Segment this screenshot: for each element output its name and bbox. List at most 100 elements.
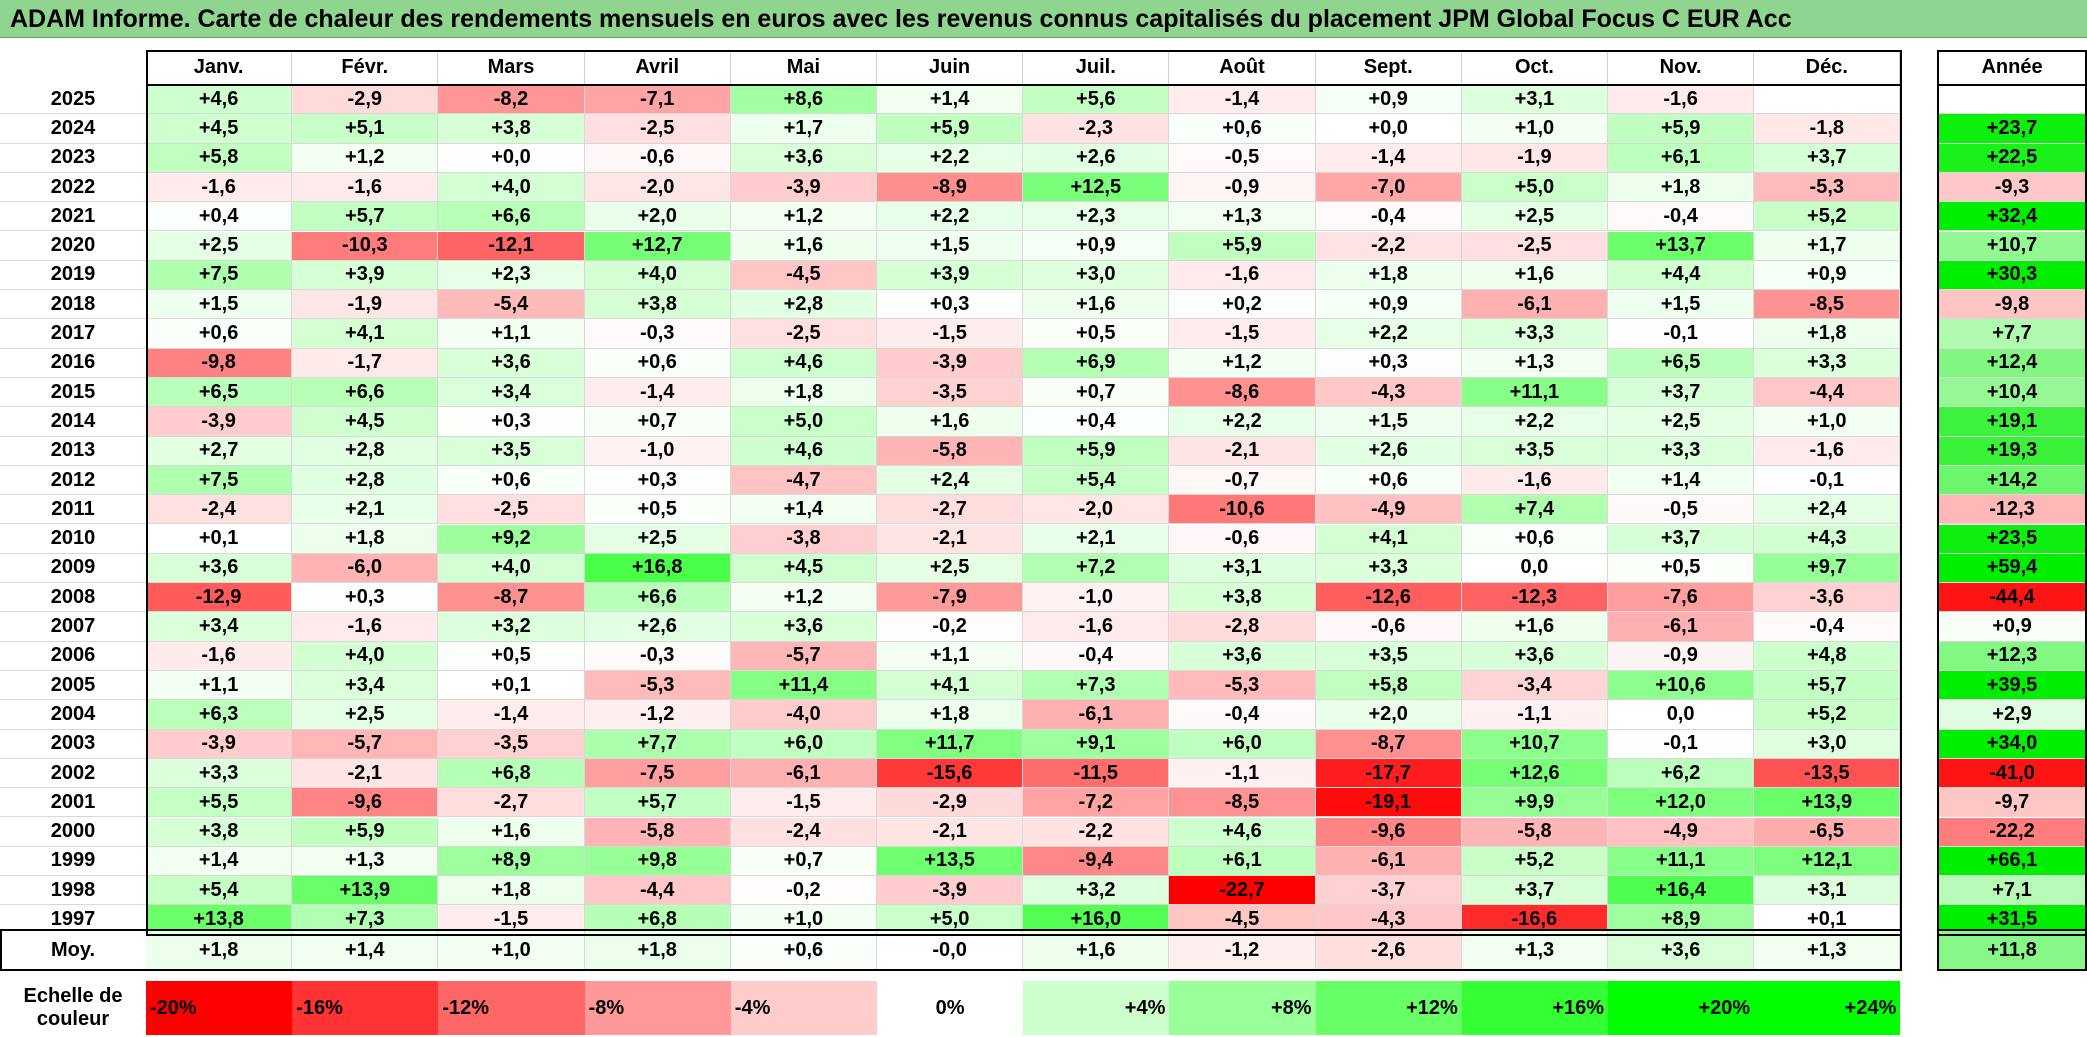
heatmap-cell: +4,6 xyxy=(730,348,877,378)
heatmap-cell: +3,6 xyxy=(730,612,877,642)
heatmap-cell: -5,3 xyxy=(584,671,731,701)
heatmap-cell: +0,5 xyxy=(1608,553,1755,584)
heatmap-cell: -5,8 xyxy=(1461,817,1608,847)
scale-swatch: +8% xyxy=(1169,981,1316,1035)
heatmap-cell: -0,6 xyxy=(1315,612,1462,642)
heatmap-cell: +4,1 xyxy=(877,671,1024,701)
heatmap-cell: -0,4 xyxy=(1608,202,1755,232)
heatmap-cell: +6,5 xyxy=(146,378,293,408)
heatmap-cell: +1,3 xyxy=(1169,202,1316,232)
year-label: 2004 xyxy=(0,700,146,730)
heatmap-cell: +0,6 xyxy=(1461,524,1608,554)
year-label: 2017 xyxy=(0,319,146,349)
heatmap-cell: +3,7 xyxy=(1461,876,1608,906)
heatmap-cell: +7,3 xyxy=(1023,671,1170,701)
heatmap-cell: +1,8 xyxy=(730,378,877,408)
heatmap-cell: +1,4 xyxy=(146,846,293,877)
heatmap-cell: +4,6 xyxy=(146,85,293,115)
heatmap-cell: +9,7 xyxy=(1754,553,1901,584)
heatmap-cell: +8,9 xyxy=(438,846,585,877)
heatmap-cell: -2,1 xyxy=(1169,436,1316,466)
heatmap-cell: -1,1 xyxy=(1461,700,1608,730)
average-cell: +0,6 xyxy=(730,931,877,969)
year-label: 2006 xyxy=(0,641,146,671)
heatmap-cell: +11,1 xyxy=(1608,846,1755,877)
chart-title: ADAM Informe. Carte de chaleur des rende… xyxy=(10,5,1792,33)
heatmap-cell: -0,9 xyxy=(1169,172,1316,203)
heatmap-cell: -3,9 xyxy=(877,348,1024,378)
heatmap-cell: +9,9 xyxy=(1461,788,1608,818)
average-label: Moy. xyxy=(0,931,146,969)
heatmap-cell: -5,3 xyxy=(1754,172,1901,203)
month-header: Sept. xyxy=(1315,50,1462,85)
annual-cell: +66,1 xyxy=(1937,846,2087,877)
month-header: Juin xyxy=(877,50,1024,85)
heatmap-cell: +5,2 xyxy=(1754,700,1901,730)
heatmap-cell: +12,7 xyxy=(584,231,731,261)
heatmap-cell: -0,7 xyxy=(1169,465,1316,496)
heatmap-cell: -13,5 xyxy=(1754,758,1901,789)
heatmap-cell: +1,3 xyxy=(292,846,439,877)
month-header: Janv. xyxy=(146,50,293,85)
annual-cell: +23,5 xyxy=(1937,524,2087,554)
heatmap-cell: 0,0 xyxy=(1608,700,1755,730)
heatmap-cell: +0,9 xyxy=(1315,85,1462,115)
scale-swatch: +4% xyxy=(1023,981,1170,1035)
year-label: 2016 xyxy=(0,348,146,378)
annual-cell: +30,3 xyxy=(1937,260,2087,291)
year-label: 2019 xyxy=(0,260,146,291)
heatmap-cell: +1,5 xyxy=(877,231,1024,261)
heatmap-cell: -8,6 xyxy=(1169,378,1316,408)
heatmap-cell: +0,3 xyxy=(438,407,585,437)
heatmap-cell: +0,7 xyxy=(730,846,877,877)
heatmap-cell: +5,8 xyxy=(146,143,293,173)
heatmap-cell: -0,4 xyxy=(1023,641,1170,671)
heatmap-cell: +3,4 xyxy=(292,671,439,701)
heatmap-cell: -17,7 xyxy=(1315,758,1462,789)
heatmap-cell: -8,5 xyxy=(1169,788,1316,818)
heatmap-cell: +1,7 xyxy=(730,114,877,144)
year-label: 2001 xyxy=(0,788,146,818)
heatmap-cell: +1,8 xyxy=(877,700,1024,730)
heatmap-cell: -8,7 xyxy=(1315,729,1462,759)
scale-swatch: -16% xyxy=(292,981,439,1035)
heatmap-cell: +0,1 xyxy=(146,524,293,554)
heatmap-cell: -2,5 xyxy=(1461,231,1608,261)
heatmap-cell: 0,0 xyxy=(1461,553,1608,584)
heatmap-cell: -1,0 xyxy=(584,436,731,466)
heatmap-cell: +1,6 xyxy=(438,817,585,847)
annual-cell: -9,7 xyxy=(1937,788,2087,818)
heatmap-cell: +1,8 xyxy=(1315,260,1462,291)
heatmap-cell: -12,3 xyxy=(1461,583,1608,613)
heatmap-cell: +5,9 xyxy=(1023,436,1170,466)
heatmap-cell: +3,7 xyxy=(1608,378,1755,408)
heatmap-cell: -8,9 xyxy=(877,172,1024,203)
heatmap-cell: -0,4 xyxy=(1315,202,1462,232)
heatmap-cell: -1,7 xyxy=(292,348,439,378)
heatmap-cell: +0,0 xyxy=(438,143,585,173)
heatmap-cell: +3,3 xyxy=(1754,348,1901,378)
year-label: 2000 xyxy=(0,817,146,847)
heatmap-cell: -22,7 xyxy=(1169,876,1316,906)
year-label: 2023 xyxy=(0,143,146,173)
heatmap-cell: +5,0 xyxy=(730,407,877,437)
year-label: 2007 xyxy=(0,612,146,642)
heatmap-cell: -1,6 xyxy=(292,172,439,203)
heatmap-cell: +3,6 xyxy=(1169,641,1316,671)
heatmap-cell: +2,0 xyxy=(584,202,731,232)
heatmap-cell: +6,8 xyxy=(438,758,585,789)
annual-cell: +12,3 xyxy=(1937,641,2087,671)
heatmap-cell: +6,1 xyxy=(1169,846,1316,877)
heatmap-cell: -9,4 xyxy=(1023,846,1170,877)
heatmap-cell: +7,5 xyxy=(146,260,293,291)
heatmap-cell: +2,5 xyxy=(877,553,1024,584)
heatmap-cell: +3,3 xyxy=(1461,319,1608,349)
heatmap-cell: +1,1 xyxy=(438,319,585,349)
heatmap-cell: +0,3 xyxy=(584,465,731,496)
heatmap-cell: +6,6 xyxy=(292,378,439,408)
heatmap-cell: +1,6 xyxy=(877,407,1024,437)
heatmap-cell: -1,9 xyxy=(292,290,439,320)
scale-swatch: -8% xyxy=(584,981,731,1035)
heatmap-cell: -0,6 xyxy=(584,143,731,173)
